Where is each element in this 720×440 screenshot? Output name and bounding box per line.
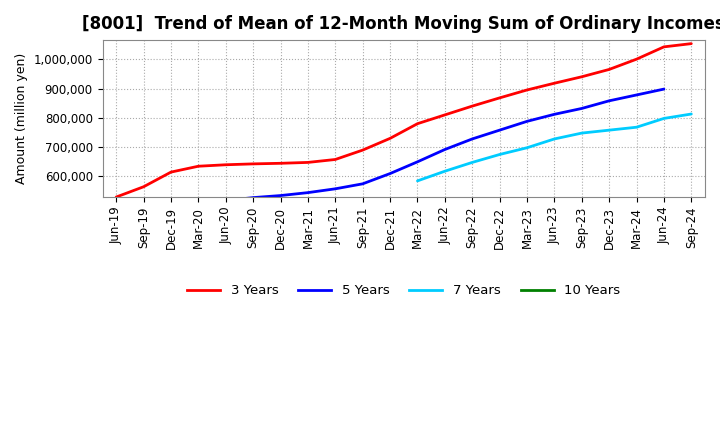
5 Years [222,198,230,203]
5 Years [304,190,312,195]
3 Years [139,184,148,189]
3 Years [359,147,367,153]
3 Years [112,194,120,200]
7 Years [550,136,559,142]
3 Years [441,112,449,117]
Line: 7 Years: 7 Years [418,114,691,181]
3 Years [304,160,312,165]
7 Years [632,125,641,130]
3 Years [194,164,203,169]
7 Years [605,128,613,133]
3 Years [386,136,395,141]
7 Years [441,169,449,174]
5 Years [632,92,641,98]
5 Years [359,181,367,187]
5 Years [550,112,559,117]
5 Years [194,200,203,205]
5 Years [577,106,586,111]
3 Years [523,87,531,92]
3 Years [632,56,641,62]
Title: [8001]  Trend of Mean of 12-Month Moving Sum of Ordinary Incomes: [8001] Trend of Mean of 12-Month Moving … [82,15,720,33]
5 Years [386,171,395,176]
5 Years [495,128,504,133]
5 Years [331,186,340,191]
Legend: 3 Years, 5 Years, 7 Years, 10 Years: 3 Years, 5 Years, 7 Years, 10 Years [182,279,626,302]
3 Years [413,121,422,126]
7 Years [660,116,668,121]
7 Years [687,111,696,117]
Y-axis label: Amount (million yen): Amount (million yen) [15,53,28,184]
5 Years [605,98,613,103]
5 Years [441,147,449,152]
5 Years [249,195,258,200]
3 Years [276,161,285,166]
7 Years [468,160,477,165]
3 Years [605,67,613,72]
3 Years [550,81,559,86]
3 Years [495,95,504,100]
3 Years [331,157,340,162]
5 Years [468,136,477,142]
7 Years [413,178,422,183]
5 Years [660,86,668,92]
5 Years [413,159,422,165]
3 Years [222,162,230,167]
5 Years [276,193,285,198]
7 Years [523,145,531,150]
5 Years [523,119,531,124]
3 Years [166,169,175,175]
Line: 5 Years: 5 Years [199,89,664,203]
3 Years [577,74,586,79]
7 Years [495,152,504,157]
Line: 3 Years: 3 Years [116,44,691,197]
7 Years [577,130,586,136]
3 Years [687,41,696,46]
3 Years [249,161,258,166]
3 Years [660,44,668,49]
3 Years [468,103,477,109]
